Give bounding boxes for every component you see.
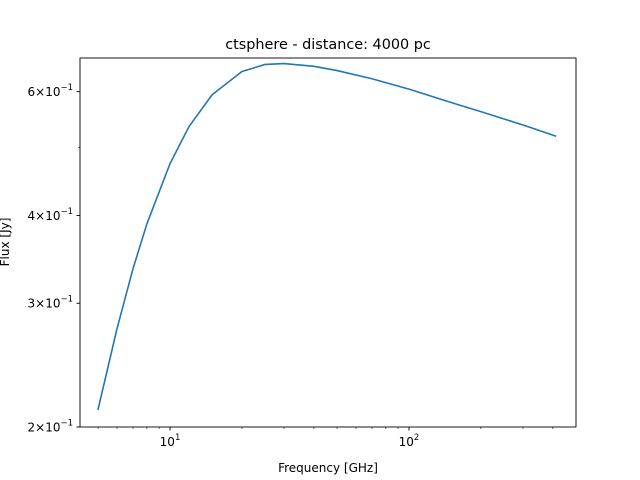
ticks-layer: 101 102 2×10−1 3×10−1 4×10−1 6×10−1 (28, 83, 554, 449)
y-tick-label: 6×10−1 (28, 83, 74, 99)
y-tick-label: 4×10−1 (28, 207, 74, 223)
series-layer (97, 62, 557, 411)
x-tick-label: 102 (399, 433, 420, 449)
plot-area: 101 102 2×10−1 3×10−1 4×10−1 6×10−1 (28, 57, 577, 449)
axes-frame (79, 57, 577, 428)
y-tick-label: 2×10−1 (28, 419, 74, 435)
x-tick-label: 101 (160, 433, 181, 449)
series-line-0 (97, 62, 557, 411)
y-tick-label: 3×10−1 (28, 295, 74, 311)
x-axis-label: Frequency [GHz] (278, 461, 378, 475)
chart-title: ctsphere - distance: 4000 pc (225, 37, 431, 53)
y-axis-label: Flux [Jy] (0, 218, 12, 267)
